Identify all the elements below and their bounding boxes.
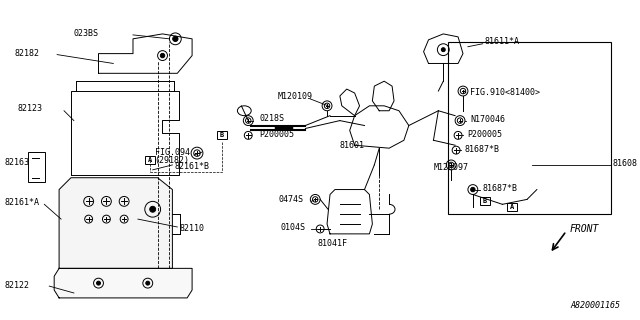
Text: FIG.094: FIG.094 [155,148,189,156]
Circle shape [470,187,475,192]
Circle shape [146,281,150,285]
Text: A820001165: A820001165 [571,301,621,310]
Text: A: A [510,204,515,210]
Text: FRONT: FRONT [570,224,599,234]
Text: 82110: 82110 [179,224,204,234]
Circle shape [161,53,164,58]
Bar [480,197,490,205]
Text: 81601: 81601 [340,141,365,150]
Text: 82122: 82122 [5,281,30,290]
Text: M120109: M120109 [278,92,313,101]
Bar [28,152,45,182]
Text: 82161*A: 82161*A [5,198,40,207]
Text: 82182: 82182 [15,49,40,58]
Text: 023BS: 023BS [74,29,99,38]
Text: 81611*A: 81611*A [484,37,520,46]
Circle shape [150,206,156,212]
Polygon shape [59,178,172,268]
Text: A: A [148,157,152,163]
Text: P200005: P200005 [467,130,502,139]
Text: FIG.910<81400>: FIG.910<81400> [470,88,540,97]
Circle shape [173,36,178,42]
Bar [448,42,611,214]
Text: B: B [220,132,224,138]
Text: 81687*B: 81687*B [483,184,518,193]
Text: 0474S: 0474S [279,195,304,204]
Text: 82163: 82163 [5,158,30,167]
Text: P200005: P200005 [259,130,294,139]
Text: 81608: 81608 [612,159,637,168]
Text: M120097: M120097 [433,164,468,172]
Bar [145,156,155,164]
Text: 81041F: 81041F [318,239,348,248]
Text: 0104S: 0104S [281,223,306,232]
Text: 82123: 82123 [18,104,43,113]
Text: 81687*B: 81687*B [465,145,500,154]
Polygon shape [54,268,192,298]
Text: 82161*B: 82161*B [174,162,209,172]
Text: 0218S: 0218S [259,114,284,123]
Text: (29182): (29182) [155,156,189,164]
Text: N170046: N170046 [470,115,505,124]
Bar [217,132,227,139]
Circle shape [442,48,445,52]
Text: B: B [483,198,487,204]
Bar [508,203,517,211]
Circle shape [97,281,100,285]
